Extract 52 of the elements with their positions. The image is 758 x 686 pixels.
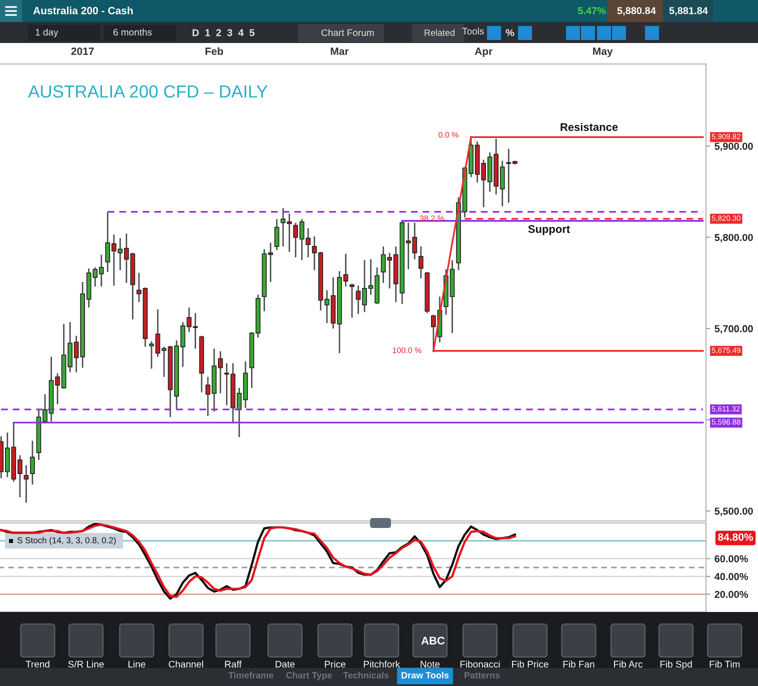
x-tick-label: Feb bbox=[206, 47, 224, 55]
annotation: Resistance bbox=[560, 122, 618, 131]
text: Draw Tools bbox=[402, 672, 449, 678]
annotation: Support bbox=[528, 225, 570, 236]
text: ABC bbox=[421, 636, 445, 645]
annotation: 38.2 % bbox=[420, 215, 444, 222]
y-tick-label: 20.00% bbox=[714, 590, 748, 598]
y-tick-label: 40.00% bbox=[714, 573, 748, 580]
text: Trend bbox=[26, 660, 50, 668]
text: % bbox=[506, 29, 514, 36]
text: Date bbox=[276, 660, 295, 668]
text: S Stoch (14, 3, 3, 0.8, 0.2) bbox=[17, 537, 116, 545]
y-tick-label: 5,500.00 bbox=[714, 508, 753, 516]
y-tick-label: 5,800.00 bbox=[714, 234, 753, 242]
text: Fib Arc bbox=[614, 660, 643, 668]
text: Pitchfork bbox=[364, 660, 400, 668]
text: Price bbox=[324, 660, 346, 668]
text: S/R Line bbox=[68, 660, 104, 668]
y-tick-label: 60.00% bbox=[714, 555, 748, 562]
text: Tools bbox=[462, 28, 484, 35]
text: 5.47% bbox=[578, 7, 606, 14]
text: 5,880.84 bbox=[617, 7, 656, 16]
text: Patterns bbox=[464, 672, 500, 678]
x-tick-label: Apr bbox=[474, 48, 492, 58]
text: 84.80% bbox=[718, 533, 754, 541]
text: 6 months bbox=[113, 28, 152, 36]
text: Chart Forum bbox=[321, 29, 374, 36]
text: Australia 200 - Cash bbox=[33, 6, 133, 14]
text: Note bbox=[420, 660, 440, 668]
text: Fibonacci bbox=[460, 660, 500, 668]
x-tick-label: Mar bbox=[330, 48, 349, 55]
text: Chart Type bbox=[286, 672, 332, 680]
text: 1 day bbox=[36, 28, 58, 38]
text: Fib Price bbox=[512, 660, 548, 668]
x-tick-label: 2017 bbox=[71, 48, 94, 55]
text: Related bbox=[424, 29, 454, 36]
text: AUSTRALIA 200 CFD – DAILY bbox=[28, 85, 268, 98]
text: D 1 2 3 4 5 bbox=[192, 29, 255, 36]
y-tick-label: 5,700.00 bbox=[714, 325, 753, 334]
text: Fib Fan bbox=[563, 660, 594, 668]
annotation: 0.0 % bbox=[438, 132, 458, 138]
annotation: 100.0 % bbox=[392, 347, 422, 354]
text: Raff bbox=[225, 660, 242, 668]
text: Channel bbox=[168, 660, 204, 668]
text: Technicals bbox=[343, 672, 389, 678]
text: Fib Tim bbox=[710, 660, 740, 668]
text: 5,881.84 bbox=[669, 7, 708, 16]
text: Line bbox=[128, 660, 146, 668]
text: Fib Spd bbox=[660, 660, 692, 670]
text: Timeframe bbox=[228, 672, 274, 678]
x-tick-label: May bbox=[593, 48, 613, 58]
y-tick-label: 5,900.00 bbox=[714, 142, 753, 152]
